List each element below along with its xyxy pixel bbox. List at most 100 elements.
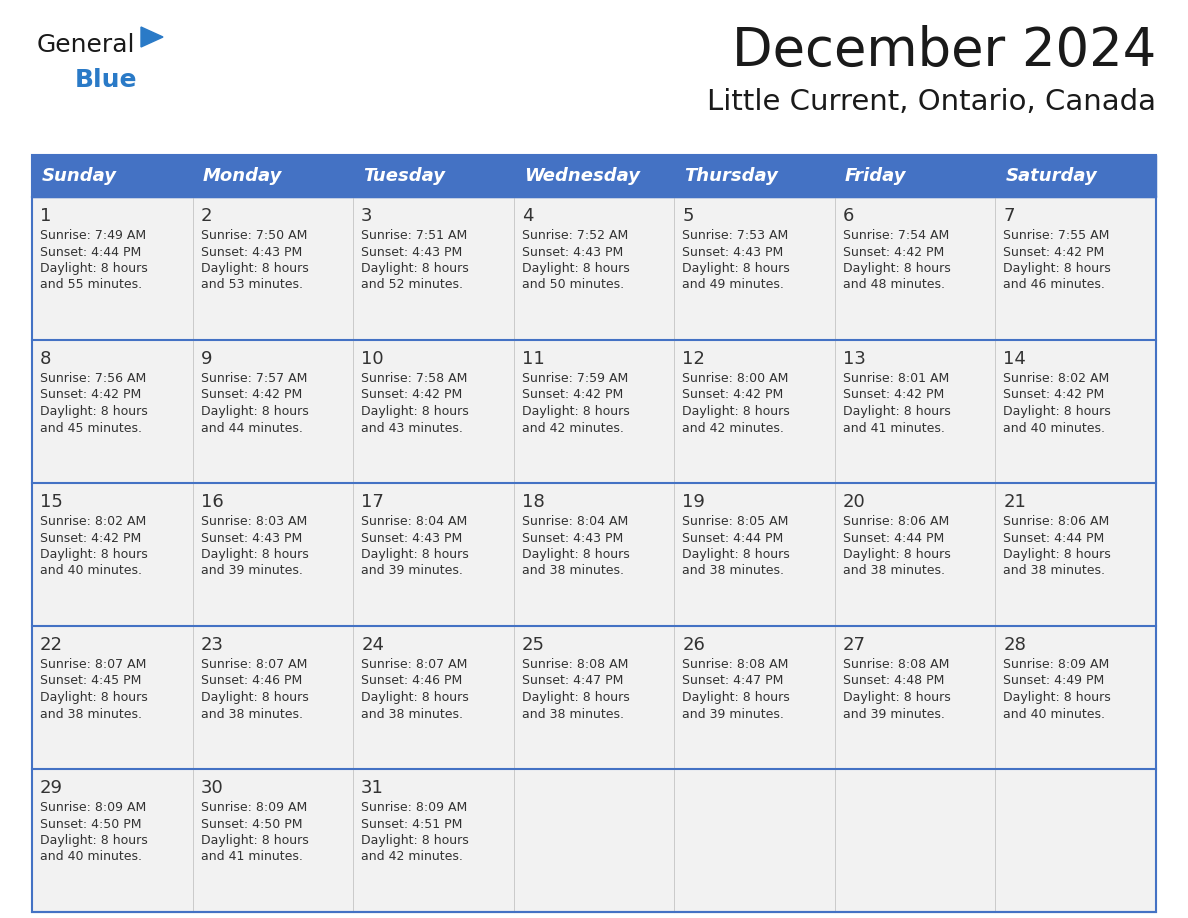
Text: Daylight: 8 hours: Daylight: 8 hours — [201, 691, 309, 704]
Text: and 39 minutes.: and 39 minutes. — [361, 565, 463, 577]
Text: Sunset: 4:44 PM: Sunset: 4:44 PM — [1004, 532, 1105, 544]
Bar — [675, 483, 835, 626]
Text: 16: 16 — [201, 493, 223, 511]
Text: Sunset: 4:50 PM: Sunset: 4:50 PM — [201, 818, 302, 831]
Text: 22: 22 — [40, 636, 63, 654]
Text: Sunrise: 7:57 AM: Sunrise: 7:57 AM — [201, 372, 307, 385]
Text: Sunrise: 8:09 AM: Sunrise: 8:09 AM — [201, 801, 307, 814]
Bar — [675, 197, 835, 340]
Text: Sunset: 4:42 PM: Sunset: 4:42 PM — [40, 532, 141, 544]
Text: Blue: Blue — [75, 68, 138, 92]
Bar — [192, 483, 353, 626]
Text: Daylight: 8 hours: Daylight: 8 hours — [201, 262, 309, 275]
Text: Sunrise: 7:50 AM: Sunrise: 7:50 AM — [201, 229, 307, 242]
Text: 6: 6 — [842, 207, 854, 225]
Text: Daylight: 8 hours: Daylight: 8 hours — [842, 548, 950, 561]
Text: Sunset: 4:43 PM: Sunset: 4:43 PM — [201, 245, 302, 259]
Text: and 52 minutes.: and 52 minutes. — [361, 278, 463, 292]
Text: and 38 minutes.: and 38 minutes. — [682, 565, 784, 577]
Text: 1: 1 — [40, 207, 51, 225]
Text: Daylight: 8 hours: Daylight: 8 hours — [1004, 405, 1111, 418]
Text: Sunset: 4:48 PM: Sunset: 4:48 PM — [842, 675, 944, 688]
Text: Sunrise: 8:00 AM: Sunrise: 8:00 AM — [682, 372, 789, 385]
Text: Sunrise: 8:09 AM: Sunrise: 8:09 AM — [361, 801, 467, 814]
Text: Daylight: 8 hours: Daylight: 8 hours — [1004, 262, 1111, 275]
Text: General: General — [37, 33, 135, 57]
Text: Sunset: 4:43 PM: Sunset: 4:43 PM — [522, 532, 623, 544]
Text: Daylight: 8 hours: Daylight: 8 hours — [40, 834, 147, 847]
Text: Sunset: 4:45 PM: Sunset: 4:45 PM — [40, 675, 141, 688]
Bar — [32, 155, 1156, 197]
Bar — [996, 340, 1156, 483]
Text: 10: 10 — [361, 350, 384, 368]
Text: Sunset: 4:43 PM: Sunset: 4:43 PM — [361, 245, 462, 259]
Text: Tuesday: Tuesday — [364, 167, 446, 185]
Text: Sunset: 4:42 PM: Sunset: 4:42 PM — [842, 388, 944, 401]
Text: Sunset: 4:42 PM: Sunset: 4:42 PM — [1004, 245, 1105, 259]
Text: Sunrise: 8:02 AM: Sunrise: 8:02 AM — [40, 515, 146, 528]
Text: Wednesday: Wednesday — [524, 167, 639, 185]
Text: and 41 minutes.: and 41 minutes. — [842, 421, 944, 434]
Text: and 38 minutes.: and 38 minutes. — [842, 565, 944, 577]
Bar — [996, 197, 1156, 340]
Bar — [192, 769, 353, 912]
Bar — [353, 340, 513, 483]
Text: and 55 minutes.: and 55 minutes. — [40, 278, 143, 292]
Text: Sunrise: 8:04 AM: Sunrise: 8:04 AM — [361, 515, 467, 528]
Text: Daylight: 8 hours: Daylight: 8 hours — [40, 691, 147, 704]
Text: 8: 8 — [40, 350, 51, 368]
Bar — [513, 769, 675, 912]
Text: and 40 minutes.: and 40 minutes. — [40, 565, 143, 577]
Text: 7: 7 — [1004, 207, 1015, 225]
Text: Sunset: 4:46 PM: Sunset: 4:46 PM — [361, 675, 462, 688]
Text: Daylight: 8 hours: Daylight: 8 hours — [682, 691, 790, 704]
Text: Sunrise: 7:59 AM: Sunrise: 7:59 AM — [522, 372, 628, 385]
Text: Daylight: 8 hours: Daylight: 8 hours — [522, 548, 630, 561]
Bar — [192, 340, 353, 483]
Text: Sunrise: 7:54 AM: Sunrise: 7:54 AM — [842, 229, 949, 242]
Text: Sunrise: 7:56 AM: Sunrise: 7:56 AM — [40, 372, 146, 385]
Text: Sunset: 4:43 PM: Sunset: 4:43 PM — [522, 245, 623, 259]
Text: Sunset: 4:42 PM: Sunset: 4:42 PM — [40, 388, 141, 401]
Text: Daylight: 8 hours: Daylight: 8 hours — [361, 262, 469, 275]
Bar — [675, 340, 835, 483]
Text: and 45 minutes.: and 45 minutes. — [40, 421, 143, 434]
Bar — [32, 197, 192, 340]
Text: and 38 minutes.: and 38 minutes. — [522, 565, 624, 577]
Text: Sunset: 4:44 PM: Sunset: 4:44 PM — [682, 532, 784, 544]
Text: Daylight: 8 hours: Daylight: 8 hours — [361, 691, 469, 704]
Text: Sunset: 4:47 PM: Sunset: 4:47 PM — [522, 675, 623, 688]
Text: 28: 28 — [1004, 636, 1026, 654]
Bar — [513, 626, 675, 769]
Text: Sunset: 4:46 PM: Sunset: 4:46 PM — [201, 675, 302, 688]
Bar — [513, 340, 675, 483]
Text: Thursday: Thursday — [684, 167, 778, 185]
Text: Daylight: 8 hours: Daylight: 8 hours — [682, 262, 790, 275]
Text: 21: 21 — [1004, 493, 1026, 511]
Text: 3: 3 — [361, 207, 373, 225]
Text: December 2024: December 2024 — [732, 25, 1156, 77]
Text: and 40 minutes.: and 40 minutes. — [1004, 708, 1105, 721]
Polygon shape — [141, 27, 163, 47]
Text: 14: 14 — [1004, 350, 1026, 368]
Text: 18: 18 — [522, 493, 544, 511]
Bar — [835, 483, 996, 626]
Text: Daylight: 8 hours: Daylight: 8 hours — [522, 691, 630, 704]
Text: Sunset: 4:43 PM: Sunset: 4:43 PM — [361, 532, 462, 544]
Text: 20: 20 — [842, 493, 866, 511]
Text: Daylight: 8 hours: Daylight: 8 hours — [40, 405, 147, 418]
Text: Sunrise: 7:55 AM: Sunrise: 7:55 AM — [1004, 229, 1110, 242]
Bar — [353, 197, 513, 340]
Text: Sunrise: 8:08 AM: Sunrise: 8:08 AM — [842, 658, 949, 671]
Text: 11: 11 — [522, 350, 544, 368]
Text: Sunrise: 8:07 AM: Sunrise: 8:07 AM — [361, 658, 468, 671]
Text: Monday: Monday — [203, 167, 282, 185]
Bar — [996, 483, 1156, 626]
Text: Sunrise: 8:04 AM: Sunrise: 8:04 AM — [522, 515, 628, 528]
Text: Sunrise: 8:02 AM: Sunrise: 8:02 AM — [1004, 372, 1110, 385]
Text: Sunrise: 7:49 AM: Sunrise: 7:49 AM — [40, 229, 146, 242]
Bar — [192, 626, 353, 769]
Text: 31: 31 — [361, 779, 384, 797]
Text: 13: 13 — [842, 350, 866, 368]
Text: and 44 minutes.: and 44 minutes. — [201, 421, 303, 434]
